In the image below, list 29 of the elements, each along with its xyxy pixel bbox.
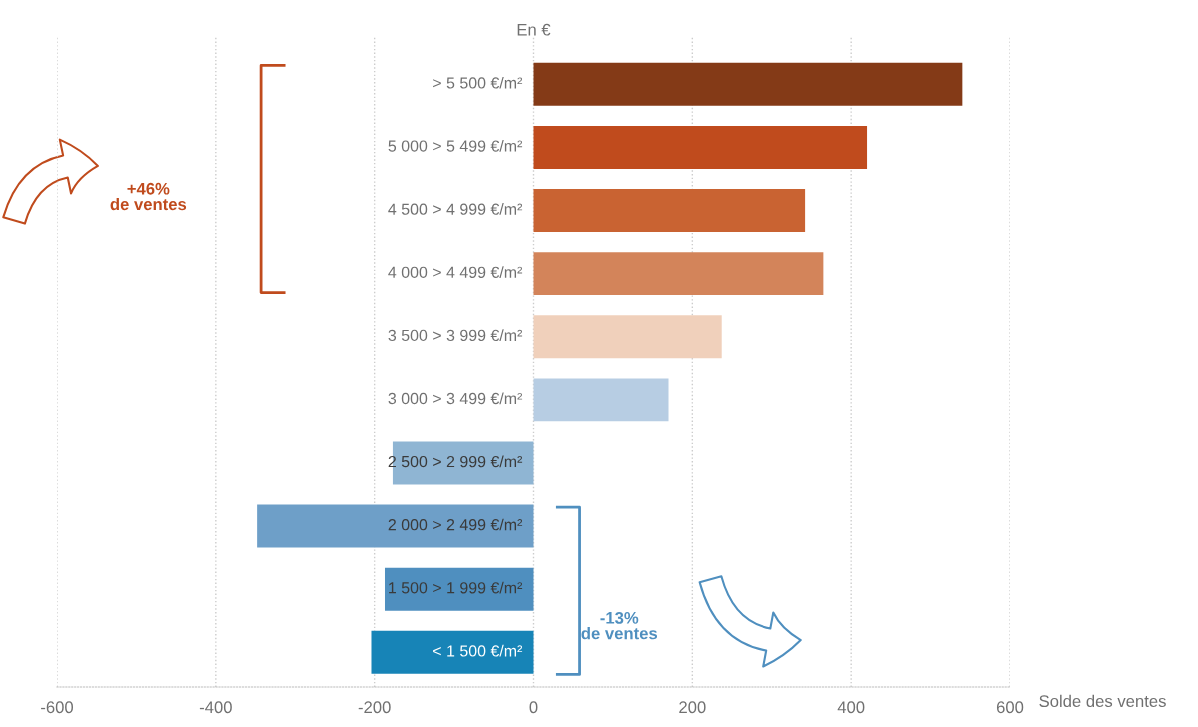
bar (533, 125, 868, 169)
y-tick-label: 3 500 > 3 999 €/m² (388, 329, 523, 342)
y-axis-title: En € (517, 23, 551, 36)
x-tick-label: -200 (358, 701, 391, 714)
bar (533, 315, 722, 359)
annotation: -13% de ventes (581, 611, 658, 640)
x-tick-label: -400 (199, 701, 232, 714)
x-tick-label: 200 (679, 701, 706, 714)
y-tick-label: > 5 500 €/m² (433, 76, 523, 89)
x-axis-title: Solde des ventes (1039, 694, 1166, 708)
annotation: +46% de ventes (110, 182, 187, 211)
bar (533, 189, 806, 232)
y-tick-label: < 1 500 €/m² (433, 644, 523, 657)
bar (533, 252, 824, 296)
bar (371, 630, 534, 674)
bar (384, 567, 534, 611)
bar (533, 62, 963, 106)
y-tick-label: 4 500 > 4 999 €/m² (388, 203, 523, 215)
bar (257, 504, 534, 548)
y-tick-label: 4 000 > 4 499 €/m² (388, 266, 523, 278)
x-tick-label: 0 (529, 701, 538, 714)
y-tick-label: 1 500 > 1 999 €/m² (389, 581, 523, 594)
x-tick-label: -600 (41, 701, 74, 714)
x-tick-label: 400 (837, 701, 865, 714)
x-tick-label: 600 (996, 701, 1024, 714)
y-tick-label: 2 000 > 2 499 €/m² (388, 518, 523, 531)
bar (533, 378, 669, 422)
y-tick-label: 5 000 > 5 499 €/m² (388, 139, 523, 152)
y-tick-label: 3 000 > 3 499 €/m² (388, 392, 523, 405)
